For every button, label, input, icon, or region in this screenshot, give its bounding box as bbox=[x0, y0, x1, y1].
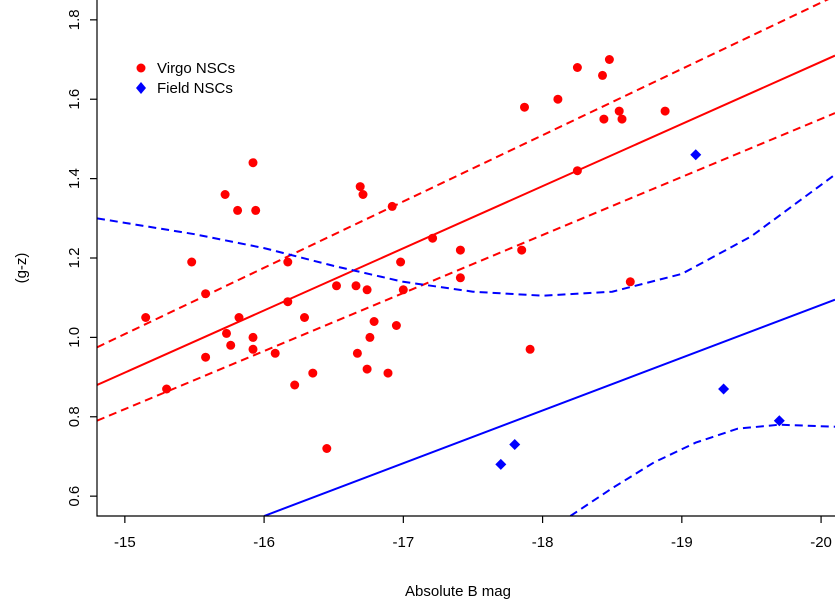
virgo-nsc-point bbox=[283, 257, 293, 267]
virgo-lower-bound-line bbox=[97, 112, 835, 422]
field-nsc-point bbox=[718, 383, 730, 395]
legend-marker-virgo bbox=[136, 63, 146, 73]
virgo-nsc-point bbox=[201, 289, 211, 299]
virgo-nsc-point bbox=[332, 281, 341, 291]
virgo-nsc-point bbox=[248, 158, 258, 168]
y-tick-label: 1.0 bbox=[66, 327, 83, 348]
field-upper-bound-line bbox=[97, 173, 835, 297]
field-fit-line bbox=[263, 298, 835, 516]
virgo-nsc-point bbox=[520, 102, 529, 112]
virgo-nsc-point bbox=[614, 106, 624, 116]
virgo-fit-line bbox=[97, 54, 835, 386]
y-axis-label: (g-z) bbox=[13, 253, 30, 284]
virgo-nsc-point bbox=[355, 182, 365, 192]
virgo-nsc-point bbox=[553, 94, 563, 104]
virgo-nsc-point bbox=[572, 166, 582, 176]
virgo-nsc-point bbox=[234, 313, 244, 322]
virgo-nsc-point bbox=[604, 55, 614, 64]
x-tick-label: -19 bbox=[671, 534, 693, 551]
virgo-nsc-point bbox=[162, 384, 172, 394]
virgo-nsc-point bbox=[222, 328, 231, 338]
field-lower-bound-line bbox=[569, 423, 835, 516]
virgo-nsc-point bbox=[308, 368, 318, 378]
virgo-upper-bound-line bbox=[97, 0, 829, 349]
data-points bbox=[141, 55, 785, 470]
virgo-nsc-point bbox=[201, 352, 211, 362]
virgo-nsc-point bbox=[517, 245, 527, 255]
virgo-nsc-point bbox=[365, 332, 375, 342]
virgo-nsc-point bbox=[270, 348, 280, 358]
field-nsc-point bbox=[509, 439, 521, 451]
virgo-nsc-point bbox=[428, 233, 438, 243]
virgo-nsc-point bbox=[598, 70, 607, 80]
virgo-nsc-point bbox=[362, 364, 372, 374]
y-tick-label: 1.6 bbox=[66, 89, 83, 110]
x-tick-label: -18 bbox=[532, 534, 554, 551]
y-tick-label: 1.4 bbox=[66, 168, 83, 189]
legend-label-field: Field NSCs bbox=[157, 80, 233, 97]
virgo-nsc-point bbox=[351, 281, 361, 291]
axes: -15 -16 -17 -18 -19 -20 0.6 0.8 1.0 1.2 1.4 1.6 1.8 bbox=[66, 0, 835, 551]
virgo-nsc-point bbox=[398, 285, 408, 295]
virgo-nsc-point bbox=[572, 63, 582, 72]
virgo-nsc-point bbox=[391, 321, 401, 330]
field-nsc-point bbox=[773, 415, 785, 427]
virgo-nsc-point bbox=[369, 317, 379, 326]
virgo-nsc-point bbox=[387, 201, 397, 211]
virgo-nsc-point bbox=[525, 344, 535, 354]
virgo-nsc-point bbox=[248, 344, 258, 354]
virgo-nsc-point bbox=[358, 190, 368, 199]
legend-marker-field bbox=[136, 82, 146, 94]
virgo-nsc-point bbox=[233, 205, 243, 215]
fit-lines bbox=[97, 0, 835, 516]
virgo-nsc-point bbox=[352, 348, 362, 358]
virgo-nsc-point bbox=[283, 297, 293, 307]
x-axis-label: Absolute B mag bbox=[405, 583, 511, 600]
virgo-nsc-point bbox=[617, 114, 627, 124]
virgo-nsc-point bbox=[226, 340, 236, 350]
virgo-nsc-point bbox=[141, 313, 151, 322]
virgo-nsc-point bbox=[599, 114, 609, 124]
virgo-nsc-point bbox=[248, 332, 258, 342]
virgo-nsc-point bbox=[660, 106, 670, 116]
y-tick-label: 1.8 bbox=[66, 9, 83, 30]
field-nsc-point bbox=[495, 458, 507, 470]
virgo-nsc-point bbox=[322, 444, 332, 453]
virgo-nsc-point bbox=[220, 190, 230, 199]
virgo-nsc-point bbox=[290, 380, 300, 390]
virgo-nsc-point bbox=[300, 313, 309, 322]
legend-label-virgo: Virgo NSCs bbox=[157, 60, 235, 77]
x-tick-label: -16 bbox=[253, 534, 275, 551]
virgo-nsc-point bbox=[625, 277, 635, 287]
x-tick-label: -15 bbox=[114, 534, 136, 551]
x-tick-label: -20 bbox=[810, 534, 832, 551]
virgo-nsc-point bbox=[383, 368, 393, 378]
virgo-nsc-point bbox=[251, 205, 261, 215]
x-tick-label: -17 bbox=[392, 534, 414, 551]
y-tick-label: 1.2 bbox=[66, 248, 83, 269]
virgo-nsc-point bbox=[396, 257, 406, 267]
virgo-nsc-point bbox=[362, 285, 372, 295]
virgo-nsc-point bbox=[455, 273, 465, 283]
y-tick-label: 0.6 bbox=[66, 486, 83, 507]
y-tick-label: 0.8 bbox=[66, 406, 83, 427]
virgo-nsc-point bbox=[455, 245, 465, 255]
field-nsc-point bbox=[690, 149, 702, 161]
legend: Virgo NSCs Field NSCs bbox=[136, 60, 235, 97]
plot-frame bbox=[96, 0, 835, 517]
virgo-nsc-point bbox=[187, 257, 197, 267]
